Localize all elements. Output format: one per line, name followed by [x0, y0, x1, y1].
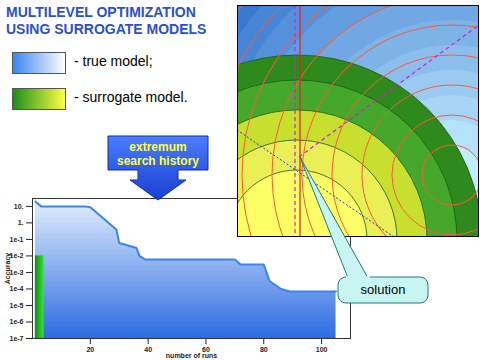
svg-text:100: 100	[316, 346, 328, 353]
svg-text:Accuracy: Accuracy	[4, 253, 12, 285]
svg-text:40: 40	[144, 346, 152, 353]
svg-text:1e-7: 1e-7	[9, 335, 23, 342]
svg-text:80: 80	[260, 346, 268, 353]
svg-text:number of runs: number of runs	[166, 352, 217, 359]
svg-text:1e-2: 1e-2	[9, 252, 23, 259]
svg-text:1e-1: 1e-1	[9, 236, 23, 243]
svg-text:1e-6: 1e-6	[9, 318, 23, 325]
svg-text:1e-3: 1e-3	[9, 269, 23, 276]
html-text:MULTILEVEL OPTIMIZATION USING: MULTILEVEL OPTIMIZATION USING SURROGATE …	[6, 4, 207, 37]
html-text:- true model;: - true model;	[74, 53, 153, 69]
html-text:- surrogate model.: - surrogate model.	[74, 89, 188, 105]
svg-text:1.: 1.	[18, 219, 24, 226]
svg-text:1e-4: 1e-4	[9, 285, 23, 292]
svg-text:10.: 10.	[14, 203, 24, 210]
svg-text:60: 60	[202, 346, 210, 354]
html-text:extremum search history: extremum search history	[117, 140, 199, 168]
svg-text:20: 20	[86, 346, 94, 353]
svg-text:1e-5: 1e-5	[9, 302, 23, 309]
html-text:solution: solution	[360, 282, 406, 297]
